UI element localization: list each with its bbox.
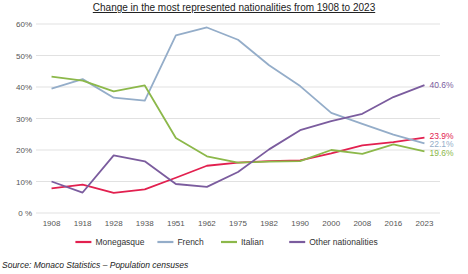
plot-area	[52, 27, 425, 192]
legend-swatch	[289, 241, 305, 243]
legend-label: Other nationalities	[309, 237, 378, 247]
series-line	[52, 138, 425, 193]
x-tick-label: 1975	[229, 219, 247, 228]
x-tick-label: 2023	[416, 219, 434, 228]
y-tick-label: 0 %	[18, 209, 32, 218]
x-tick-label: 1962	[198, 219, 216, 228]
legend-label: Italian	[241, 237, 264, 247]
source: Source: Monaco Statistics – Population c…	[2, 260, 189, 270]
x-tick-label: 2008	[353, 219, 371, 228]
legend: Monegasque French Italian Other nationaliti…	[75, 237, 377, 247]
chart: Change in the most represented nationali…	[0, 0, 468, 274]
grid-line	[36, 213, 440, 214]
grid-line	[36, 150, 440, 151]
x-tick-label: 1951	[167, 219, 185, 228]
grid-line	[36, 181, 440, 182]
x-tick-label: 1982	[260, 219, 278, 228]
series-line	[52, 85, 425, 192]
legend-swatch	[75, 241, 91, 243]
data-label: 40.6%	[429, 80, 454, 90]
x-tick-label: 1928	[105, 219, 123, 228]
grid-line	[36, 118, 440, 119]
x-tick-label: 1938	[136, 219, 154, 228]
legend-swatch	[221, 241, 237, 243]
x-tick-label: 1990	[291, 219, 309, 228]
x-tick-label: 2000	[322, 219, 340, 228]
series-line	[52, 27, 425, 143]
grid-line	[36, 55, 440, 56]
y-tick-label: 10%	[16, 178, 32, 187]
grid-line	[36, 24, 440, 25]
title: Change in the most represented nationali…	[93, 2, 376, 13]
legend-swatch	[157, 241, 173, 243]
data-label: 19.6%	[429, 148, 454, 158]
x-tick-label: 2016	[384, 219, 402, 228]
y-tick-label: 60%	[16, 20, 32, 29]
y-tick-label: 20%	[16, 146, 32, 155]
y-tick-label: 50%	[16, 52, 32, 61]
series-line	[52, 77, 425, 163]
x-tick-label: 1918	[74, 219, 92, 228]
legend-label: Monegasque	[95, 237, 144, 247]
legend-label: French	[177, 237, 204, 247]
x-tick-label: 1908	[43, 219, 61, 228]
y-tick-label: 40%	[16, 83, 32, 92]
y-tick-label: 30%	[16, 115, 32, 124]
